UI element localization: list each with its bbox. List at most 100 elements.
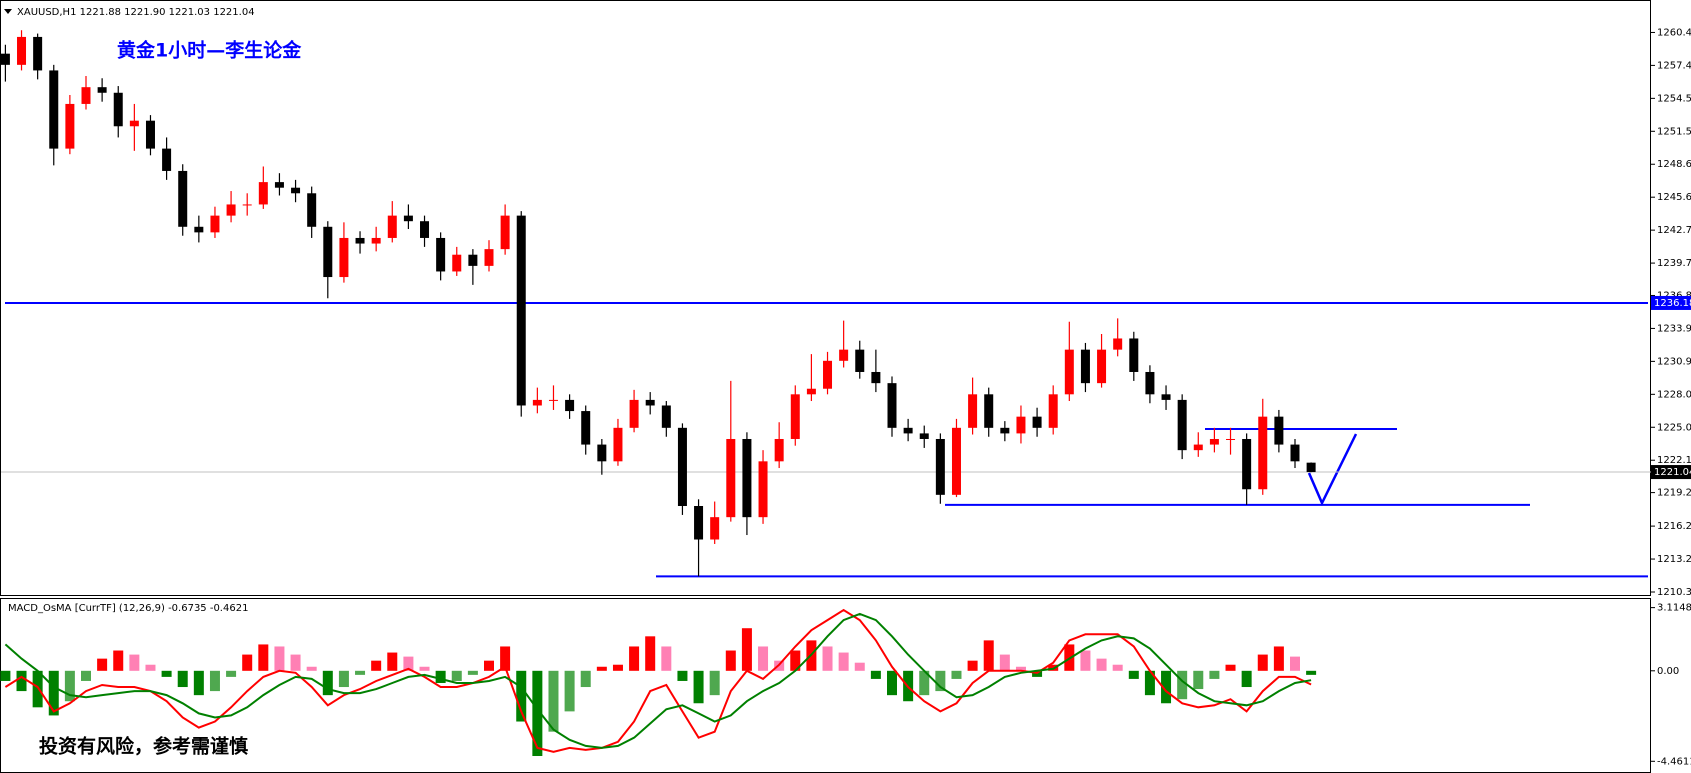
candle-body [1113, 338, 1123, 350]
candle-body [516, 215, 526, 406]
candle-body [1258, 416, 1268, 490]
histogram-bar [16, 670, 27, 692]
histogram-bar [548, 670, 559, 732]
histogram-bar [161, 670, 172, 677]
candle-body [1064, 349, 1074, 395]
candle-body [871, 371, 881, 384]
candle-body [129, 120, 139, 127]
histogram-bar [677, 670, 688, 681]
histogram-bar [999, 654, 1010, 671]
y-tick-label: 1225.05 [1657, 422, 1691, 433]
histogram-bar [887, 670, 897, 696]
candle-body [1161, 394, 1171, 400]
macd-line [4, 612, 1312, 749]
candle-body [1193, 444, 1203, 451]
histogram-bar [451, 670, 462, 681]
candle-body [1016, 416, 1026, 434]
candle-body [323, 226, 333, 278]
candle-body [49, 70, 59, 149]
y-tick-label: 1222.10 [1657, 455, 1691, 466]
y-tick-label: 3.1148 [1657, 603, 1691, 614]
histogram-bar [1306, 670, 1317, 675]
histogram-bar [838, 652, 849, 671]
histogram-bar [419, 666, 430, 671]
level-label-box [1651, 295, 1691, 310]
candle-body [968, 394, 978, 428]
candle-body [677, 427, 687, 507]
histogram-bar [209, 670, 220, 692]
histogram-bar [822, 646, 833, 671]
candle-body [226, 204, 236, 216]
candle-body [629, 399, 639, 428]
histogram-bar [338, 670, 349, 688]
histogram-bar [1144, 670, 1155, 696]
candle-body [710, 517, 720, 540]
y-tick-label: 1245.65 [1657, 192, 1691, 203]
histogram-bar [145, 664, 156, 671]
candle-body [436, 237, 446, 272]
candle-body [581, 411, 591, 445]
histogram-bar [564, 670, 575, 712]
candle-body [1145, 371, 1155, 395]
histogram-bar [177, 670, 188, 688]
candle-body [661, 405, 671, 428]
candle-body [565, 399, 575, 412]
histogram-bar [1177, 670, 1188, 700]
candle-body [484, 249, 494, 266]
chart-header: XAUUSD,H1 1221.88 1221.90 1221.03 1221.0… [17, 7, 255, 18]
histogram-bar [596, 666, 607, 671]
y-tick-label: 1230.95 [1657, 356, 1691, 367]
candle-body [919, 433, 929, 439]
y-tick-label: 1228.00 [1657, 389, 1691, 400]
histogram-bar [854, 662, 865, 671]
candle-body [307, 193, 317, 227]
histogram-bar [580, 670, 591, 688]
candle-body [194, 226, 204, 233]
candle-body [371, 237, 381, 244]
histogram-bar [935, 670, 946, 692]
candle-body [758, 461, 768, 518]
histogram-bar [612, 664, 623, 671]
histogram-bar [322, 670, 333, 696]
histogram-bar [48, 670, 59, 716]
candle-body [145, 120, 155, 149]
candle-body [17, 36, 27, 65]
candle-body [81, 87, 91, 104]
histogram-bar [0, 670, 11, 681]
candle-body [258, 182, 268, 205]
y-tick-label: 1242.70 [1657, 225, 1691, 236]
histogram-bar [1080, 650, 1091, 671]
histogram-bar [645, 636, 656, 671]
y-tick-label: 1219.20 [1657, 488, 1691, 499]
histogram-bar [129, 654, 140, 671]
candle-body [500, 215, 510, 250]
level-label: 1236.18 [1654, 298, 1691, 309]
macd-line [4, 608, 1312, 753]
candle-body [806, 388, 816, 395]
histogram-bar [193, 670, 204, 696]
histogram-bar [1128, 670, 1139, 679]
candle-body [178, 170, 188, 227]
y-tick-label: 1233.90 [1657, 323, 1691, 334]
histogram-bar [1032, 670, 1043, 677]
histogram-bar [1096, 658, 1107, 671]
candle-body [774, 438, 784, 462]
candle-body [1209, 438, 1219, 445]
candle-body [903, 427, 913, 434]
histogram-bar [1193, 670, 1204, 690]
candle-body [274, 182, 284, 188]
candle-body [1000, 427, 1010, 434]
histogram-bar [741, 628, 752, 671]
menu-arrow[interactable] [4, 9, 12, 14]
y-tick-label: 1213.25 [1657, 554, 1691, 565]
candle-body [645, 399, 655, 406]
y-tick-label: 1216.20 [1657, 521, 1691, 532]
histogram-bar [306, 666, 317, 671]
histogram-bar [516, 670, 527, 722]
histogram-bar [355, 670, 366, 675]
price-label: 1221.04 [1654, 467, 1691, 478]
drawn-arrow [1307, 433, 1358, 506]
histogram-bar [467, 670, 478, 675]
